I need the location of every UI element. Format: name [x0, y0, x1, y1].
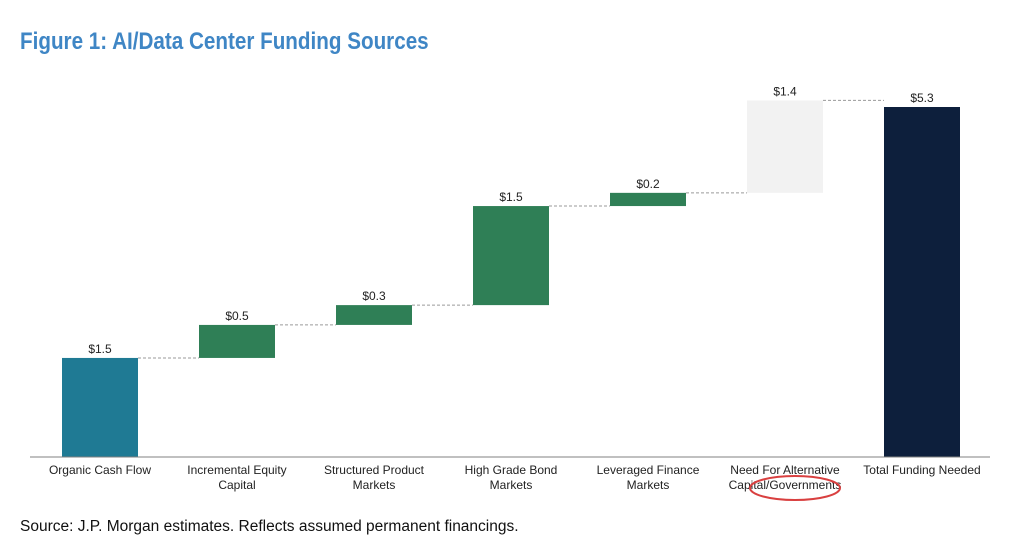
category-label-5-0: Need For Alternative — [730, 463, 840, 477]
bar-1 — [199, 324, 275, 358]
bar-4 — [610, 192, 686, 207]
category-label-2-0: Structured Product — [324, 463, 425, 477]
category-label-3-0: High Grade Bond — [465, 463, 558, 477]
value-label-5: $1.4 — [773, 84, 797, 98]
value-label-2: $0.3 — [362, 289, 386, 303]
value-label-0: $1.5 — [88, 342, 112, 356]
category-label-3-1: Markets — [490, 478, 533, 492]
connector-lines — [138, 99, 884, 359]
category-label-1-1: Capital — [218, 478, 255, 492]
value-label-4: $0.2 — [636, 177, 660, 191]
value-label-3: $1.5 — [499, 190, 523, 204]
category-label-0-0: Organic Cash Flow — [49, 463, 151, 477]
bar-0 — [62, 357, 138, 457]
bar-3 — [473, 206, 549, 306]
bars-group — [62, 100, 960, 457]
value-label-1: $0.5 — [225, 309, 249, 323]
category-label-5-1: Capital/Governments — [729, 478, 842, 492]
value-labels-group: $1.5 $0.5 $0.3 $1.5 $0.2 $1.4 $5.3 — [88, 84, 934, 356]
highlight-oval — [749, 475, 841, 501]
category-label-4-1: Markets — [627, 478, 670, 492]
category-label-4-0: Leveraged Finance — [597, 463, 700, 477]
annotations-group — [749, 475, 841, 501]
chart-title: Figure 1: AI/Data Center Funding Sources — [20, 28, 429, 55]
category-label-6-0: Total Funding Needed — [863, 463, 980, 477]
bar-5 — [747, 100, 823, 193]
bar-2 — [336, 305, 412, 325]
category-label-1-0: Incremental Equity — [187, 463, 286, 477]
source-note: Source: J.P. Morgan estimates. Reflects … — [20, 518, 519, 535]
bar-6 — [884, 107, 960, 457]
value-label-6: $5.3 — [910, 91, 934, 105]
category-label-2-1: Markets — [353, 478, 396, 492]
